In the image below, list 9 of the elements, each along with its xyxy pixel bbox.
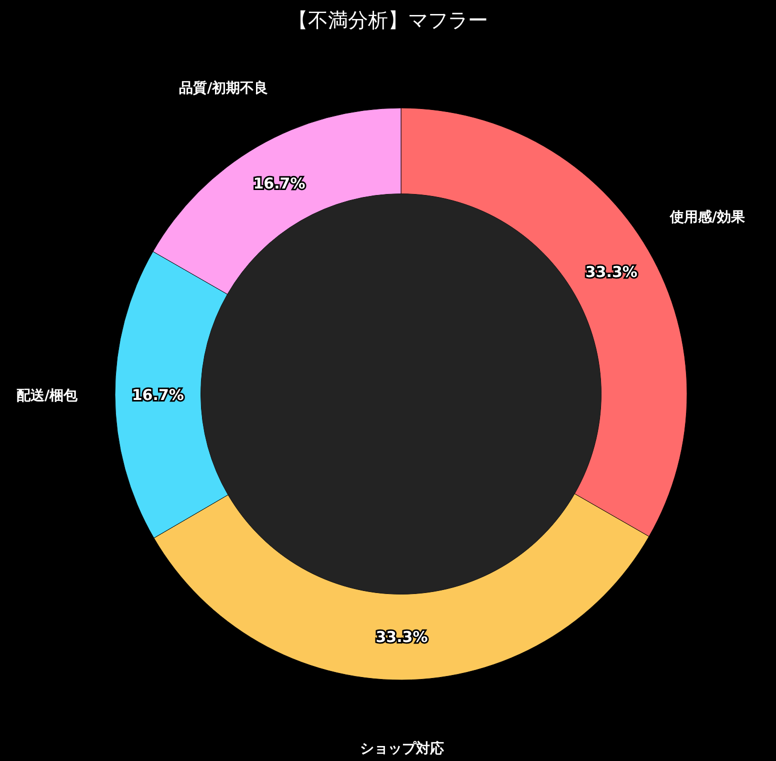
slice-label: ショップ対応 [360, 740, 444, 757]
data-label: 33.3% [376, 628, 428, 646]
slice-label: 品質/初期不良 [179, 80, 268, 97]
slice-label: 使用感/効果 [668, 210, 746, 226]
data-label: 16.7% [132, 386, 184, 404]
slice-label: 配送/梱包 [16, 388, 79, 404]
data-label: 16.7% [253, 174, 306, 193]
data-label: 33.3% [585, 263, 638, 282]
chart-title: 【不満分析】マフラー [288, 8, 488, 32]
